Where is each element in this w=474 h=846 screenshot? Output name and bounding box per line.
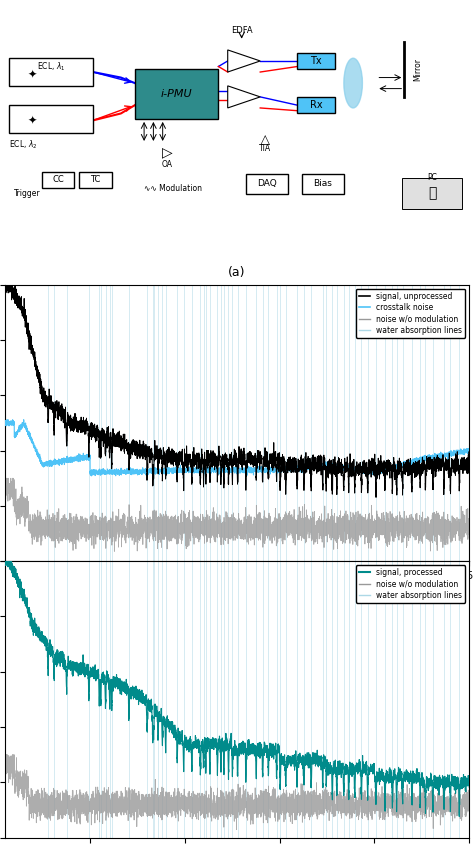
Text: ▷: ▷ [162, 146, 173, 159]
Polygon shape [228, 50, 260, 72]
Text: CC: CC [52, 175, 64, 184]
FancyBboxPatch shape [9, 105, 93, 133]
Text: TIA: TIA [259, 144, 271, 153]
Text: Rx: Rx [310, 100, 322, 110]
Text: Bias: Bias [313, 179, 332, 189]
Polygon shape [228, 85, 260, 108]
FancyBboxPatch shape [42, 172, 74, 188]
Text: DAQ: DAQ [257, 179, 277, 189]
Text: ✦: ✦ [28, 69, 37, 80]
Text: ECL, $\lambda_2$: ECL, $\lambda_2$ [9, 139, 38, 151]
Text: TC: TC [90, 175, 100, 184]
Text: ECL, $\lambda_1$: ECL, $\lambda_1$ [37, 61, 65, 84]
FancyBboxPatch shape [9, 58, 93, 85]
FancyBboxPatch shape [302, 174, 344, 194]
FancyBboxPatch shape [246, 174, 288, 194]
Text: Tx: Tx [310, 56, 322, 66]
Ellipse shape [344, 58, 363, 108]
Text: PC: PC [427, 173, 437, 182]
Text: (b): (b) [228, 622, 246, 635]
FancyBboxPatch shape [297, 97, 335, 113]
Text: (a): (a) [228, 266, 246, 279]
Text: ✦: ✦ [28, 115, 37, 125]
Text: ∿∿ Modulation: ∿∿ Modulation [144, 184, 202, 193]
FancyBboxPatch shape [402, 179, 462, 209]
Text: OA: OA [162, 161, 173, 169]
Legend: signal, processed, noise w/o modulation, water absorption lines: signal, processed, noise w/o modulation,… [356, 565, 465, 602]
Text: Trigger: Trigger [14, 190, 41, 198]
Legend: signal, unprocessed, crosstalk noise, noise w/o modulation, water absorption lin: signal, unprocessed, crosstalk noise, no… [356, 288, 465, 338]
X-axis label: Frequency (THz): Frequency (THz) [191, 586, 283, 596]
Text: ▽: ▽ [260, 132, 270, 145]
FancyBboxPatch shape [79, 172, 111, 188]
Text: Mirror: Mirror [413, 58, 422, 80]
FancyBboxPatch shape [135, 69, 219, 119]
FancyBboxPatch shape [297, 52, 335, 69]
Text: i-PMU: i-PMU [161, 89, 192, 99]
Text: 📊: 📊 [428, 187, 436, 201]
Text: EDFA: EDFA [231, 26, 253, 35]
